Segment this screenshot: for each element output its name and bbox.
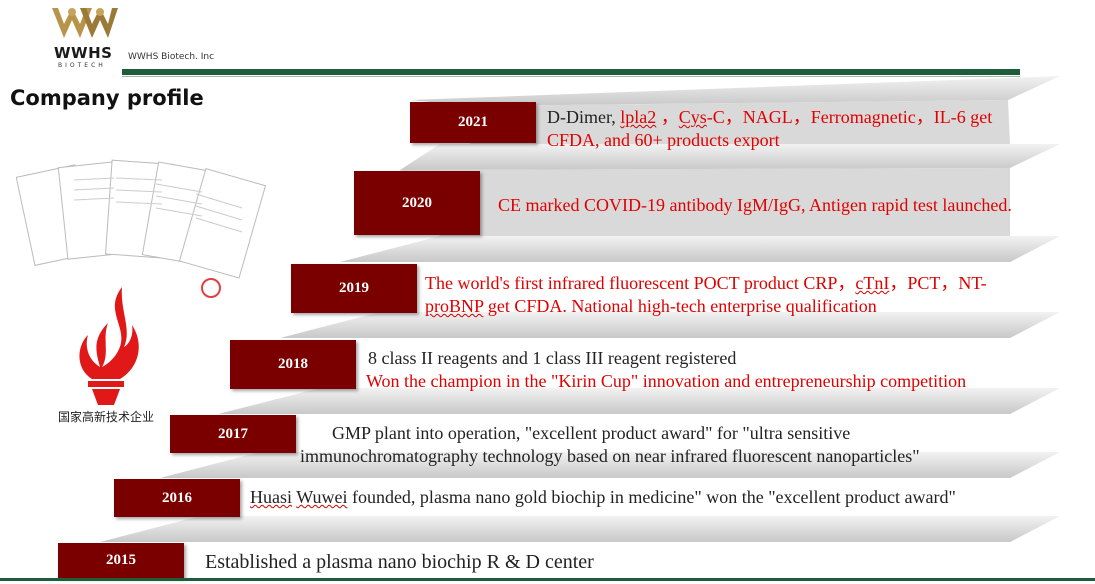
logo-subtext: BIOTECH	[58, 62, 106, 69]
milestone-text-run: CE marked COVID-19 antibody IgM/IgG, Ant…	[498, 195, 1012, 215]
milestone-line: GMP plant into operation, "excellent pro…	[332, 422, 920, 445]
milestone-text-run: -C，NAGL，Ferromagnetic，IL-6 get	[706, 107, 993, 127]
certificates-image	[16, 159, 267, 298]
milestone-line: Established a plasma nano biochip R & D …	[205, 551, 594, 574]
milestone-2018-text: 8 class II reagents and 1 class III reag…	[366, 347, 966, 393]
milestone-2021-text: D-Dimer, lpla2 ，Cys-C，NAGL，Ferromagnetic…	[547, 106, 992, 152]
milestone-text-run: Won the champion in the "Kirin Cup" inno…	[366, 371, 967, 391]
milestone-2015-text: Established a plasma nano biochip R & D …	[205, 551, 594, 574]
milestone-text-run: cTnI	[855, 273, 890, 293]
year-badge-2020: 2020	[354, 171, 480, 235]
milestone-line: The world's first infrared fluorescent P…	[425, 272, 987, 295]
header-divider-thin	[122, 76, 1020, 77]
milestone-line: CE marked COVID-19 antibody IgM/IgG, Ant…	[498, 194, 1012, 217]
logo-text: WWHS	[54, 44, 113, 62]
milestone-text-run: GMP plant into operation, "excellent pro…	[332, 423, 851, 443]
milestone-2020-text: CE marked COVID-19 antibody IgM/IgG, Ant…	[498, 194, 1012, 217]
milestone-line: CFDA, and 60+ products export	[547, 129, 992, 152]
milestone-line: 8 class II reagents and 1 class III reag…	[368, 347, 966, 370]
year-badge-2018: 2018	[230, 340, 356, 389]
milestone-text-run: immunochromatography technology based on…	[300, 446, 920, 466]
milestone-text-run: Established a plasma nano biochip R & D …	[205, 551, 594, 573]
milestone-text-run: founded, plasma nano gold biochip in med…	[347, 487, 956, 507]
milestone-text-run: Cys	[678, 107, 707, 127]
milestone-text-run: The world's first infrared fluorescent P…	[425, 273, 856, 293]
milestone-text-run: ，PCT，NT-	[889, 273, 987, 293]
milestone-text-run: lpla2	[620, 107, 657, 127]
torch-logo-icon	[79, 287, 139, 405]
milestone-2017-text: GMP plant into operation, "excellent pro…	[300, 422, 920, 468]
milestone-text-run: Wuwei	[296, 487, 348, 507]
milestone-text-run: Huasi	[250, 487, 292, 507]
header-divider	[122, 69, 1020, 75]
milestone-line: proBNP get CFDA. National high-tech ente…	[425, 295, 987, 318]
milestone-text-run: get CFDA. National high-tech enterprise …	[483, 296, 877, 316]
page-title: Company profile	[10, 86, 204, 110]
milestone-line: Huasi Wuwei founded, plasma nano gold bi…	[250, 486, 956, 509]
milestone-line: D-Dimer, lpla2 ，Cys-C，NAGL，Ferromagnetic…	[547, 106, 992, 129]
logo-mark-icon	[52, 8, 118, 38]
milestone-2016-text: Huasi Wuwei founded, plasma nano gold bi…	[250, 486, 956, 509]
company-logo: WWHS BIOTECH	[50, 4, 120, 70]
milestone-line: Won the champion in the "Kirin Cup" inno…	[366, 370, 966, 393]
torch-caption: 国家高新技术企业	[58, 410, 155, 424]
year-badge-2021: 2021	[410, 102, 536, 143]
year-badge-2019: 2019	[291, 264, 417, 313]
milestone-text-run: proBNP	[425, 296, 484, 316]
milestone-text-run: ，	[656, 107, 679, 127]
milestone-text-run: 8 class II reagents and 1 class III reag…	[368, 348, 737, 368]
year-badge-2016: 2016	[114, 479, 240, 517]
year-badge-2017: 2017	[170, 415, 296, 453]
year-badge-2015: 2015	[58, 543, 184, 578]
milestone-line: immunochromatography technology based on…	[300, 445, 920, 468]
milestone-2019-text: The world's first infrared fluorescent P…	[425, 272, 987, 318]
milestone-text-run: D-Dimer,	[547, 107, 621, 127]
footer-divider	[0, 578, 1095, 581]
milestone-text-run: CFDA, and 60+ products export	[547, 130, 780, 150]
company-name: WWHS Biotech. Inc	[128, 52, 215, 62]
